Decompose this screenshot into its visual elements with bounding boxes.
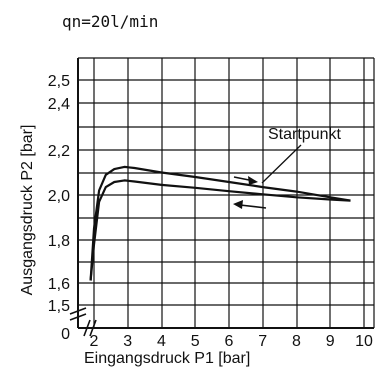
x-tick-label: 5 — [191, 333, 200, 350]
x-tick-label: 10 — [355, 333, 373, 350]
x-tick-label: 8 — [292, 333, 301, 350]
y-tick-label: 2,2 — [48, 143, 70, 160]
x-axis-label: Eingangsdruck P1 [bar] — [84, 350, 250, 367]
x-tick-label: 4 — [157, 333, 166, 350]
x-tick-label: 9 — [326, 333, 335, 350]
pressure-curve-decreasing — [89, 179, 351, 281]
pressure-curve-increasing — [89, 165, 351, 281]
y-axis-break-mark — [69, 307, 87, 321]
x-tick-label: 2 — [90, 333, 99, 350]
x-tick-label: 6 — [225, 333, 234, 350]
y-tick-label: 1,5 — [48, 298, 70, 315]
flow-rate-label: qn=20l/min — [62, 12, 158, 31]
y-tick-label: 1,8 — [48, 233, 70, 250]
y-tick-label: 2,5 — [48, 73, 70, 90]
annotation-leader-line — [261, 144, 302, 184]
y-tick-label: 2,4 — [48, 96, 70, 113]
y-axis-label: Ausgangsdruck P2 [bar] — [19, 125, 36, 296]
curves — [89, 165, 351, 281]
grid — [77, 57, 375, 328]
startpunkt-annotation: Startpunkt — [268, 126, 341, 143]
y-tick-label: 2,0 — [48, 188, 70, 205]
x-tick-label: 7 — [258, 333, 267, 350]
arrow-left-icon — [233, 200, 267, 209]
x-axis-break-mark — [83, 319, 97, 337]
x-tick-label: 3 — [123, 333, 132, 350]
y-tick-label: 0 — [61, 326, 70, 343]
axes — [69, 58, 374, 337]
arrow-right-icon — [233, 176, 258, 185]
tick-labels: 0 1,5 1,6 1,8 2,0 2,2 2,4 2,5 2 3 4 5 6 7 8 9 10 — [48, 73, 373, 350]
y-tick-label: 1,6 — [48, 276, 70, 293]
